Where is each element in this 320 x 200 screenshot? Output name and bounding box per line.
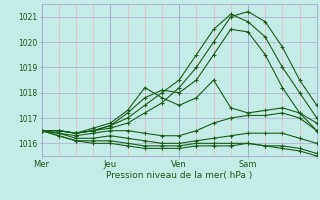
X-axis label: Pression niveau de la mer( hPa ): Pression niveau de la mer( hPa ) xyxy=(106,171,252,180)
